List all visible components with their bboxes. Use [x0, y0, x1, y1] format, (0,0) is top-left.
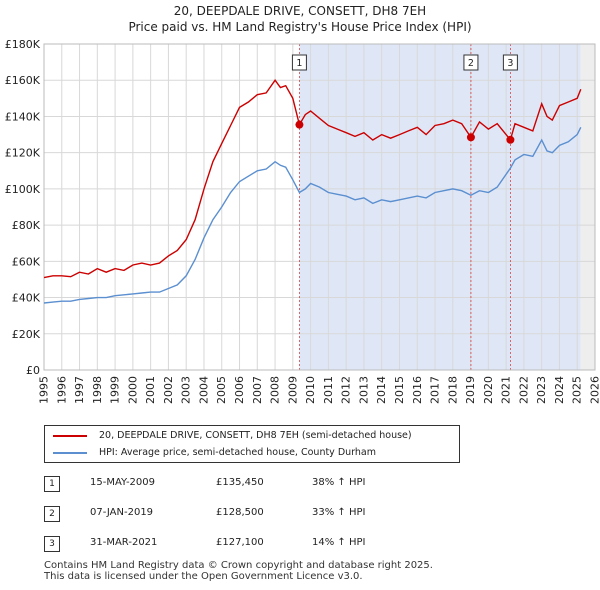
shaded-region	[299, 44, 581, 370]
sale-hpi-diff: 38% ↑ HPI	[312, 477, 366, 488]
x-tick-label: 1997	[73, 376, 86, 404]
x-tick-label: 2023	[535, 376, 548, 404]
sale-hpi-diff: 14% ↑ HPI	[312, 537, 366, 548]
sale-hpi-diff: 33% ↑ HPI	[312, 507, 366, 518]
x-tick-label: 2010	[304, 376, 317, 404]
x-tick-label: 2008	[269, 376, 282, 404]
x-tick-label: 2025	[571, 376, 584, 404]
price-chart: £0 £20K £40K £60K £80K £100K £120K £140K £160K £1…	[5, 38, 600, 404]
x-tick-label: 2014	[375, 376, 388, 404]
y-tick-label: £40K	[12, 292, 41, 305]
x-tick-label: 2012	[340, 376, 353, 404]
x-tick-label: 2005	[215, 376, 228, 404]
sale-point	[295, 120, 304, 129]
y-tick-label: £20K	[12, 328, 41, 341]
x-tick-label: 2003	[180, 376, 193, 404]
sale-label-box	[463, 54, 479, 71]
x-tick-label: 2019	[464, 376, 477, 404]
x-tick-label: 1999	[109, 376, 122, 404]
legend-swatch-hpi	[53, 452, 87, 454]
sale-price: £128,500	[216, 507, 264, 518]
y-tick-label: £100K	[5, 183, 41, 196]
footer-license: This data is licensed under the Open Gov…	[44, 571, 363, 582]
x-tick-label: 2007	[251, 376, 264, 404]
sale-date: 15-MAY-2009	[90, 477, 156, 488]
x-tick-label: 2006	[233, 376, 246, 404]
sale-label: 3	[507, 58, 513, 69]
sale-price: £127,100	[216, 537, 264, 548]
y-tick-label: £60K	[12, 255, 41, 268]
sale-marker-3: 3	[44, 536, 60, 552]
property-price-line	[43, 78, 582, 279]
sale-date: 31-MAR-2021	[90, 537, 158, 548]
y-tick-label: £120K	[5, 147, 41, 160]
sale-date: 07-JAN-2019	[90, 507, 154, 518]
sale-marker-2: 2	[44, 506, 60, 522]
sale-label: 2	[468, 58, 474, 69]
x-tick-label: 2022	[517, 376, 530, 404]
table-row: 3 31-MAR-2021 £127,100 14% ↑ HPI	[44, 534, 464, 554]
y-tick-label: £140K	[5, 110, 41, 123]
x-tick-label: 2000	[126, 376, 139, 404]
x-tick-label: 2020	[482, 376, 495, 404]
x-tick-label: 2013	[357, 376, 370, 404]
legend-swatch-property	[53, 435, 87, 437]
x-tick-label: 1996	[55, 376, 68, 404]
sale-point	[466, 133, 475, 142]
table-row: 1 15-MAY-2009 £135,450 38% ↑ HPI	[44, 474, 464, 494]
legend-label-hpi: HPI: Average price, semi-detached house,…	[99, 447, 376, 458]
x-tick-label: 1995	[38, 376, 51, 404]
x-tick-label: 2009	[286, 376, 299, 404]
x-tick-label: 2004	[197, 376, 210, 404]
y-tick-label: £0	[26, 364, 40, 377]
y-tick-label: £80K	[12, 219, 41, 232]
footer-copyright: Contains HM Land Registry data © Crown c…	[44, 560, 433, 571]
y-tick-label: £160K	[5, 74, 41, 87]
x-tick-label: 2002	[162, 376, 175, 404]
y-tick-label: £180K	[5, 38, 41, 51]
x-tick-label: 2024	[553, 376, 566, 404]
sale-label: 1	[296, 58, 302, 69]
future-region	[580, 44, 595, 370]
footer: Contains HM Land Registry data © Crown c…	[44, 560, 433, 582]
x-tick-label: 2026	[589, 376, 600, 404]
legend: 20, DEEPDALE DRIVE, CONSETT, DH8 7EH (se…	[44, 425, 460, 463]
hpi-line	[43, 126, 582, 304]
sale-point	[506, 135, 515, 144]
x-tick-label: 2001	[144, 376, 157, 404]
chart-title: 20, DEEPDALE DRIVE, CONSETT, DH8 7EH	[173, 4, 427, 18]
table-row: 2 07-JAN-2019 £128,500 33% ↑ HPI	[44, 504, 464, 524]
x-tick-label: 2018	[446, 376, 459, 404]
x-tick-label: 2011	[322, 376, 335, 404]
legend-label-property: 20, DEEPDALE DRIVE, CONSETT, DH8 7EH (se…	[99, 430, 412, 441]
sale-label-box	[502, 54, 518, 71]
x-tick-label: 2021	[500, 376, 513, 404]
x-tick-label: 2016	[411, 376, 424, 404]
x-tick-label: 1998	[91, 376, 104, 404]
plot-frame	[43, 43, 596, 371]
chart-subtitle: Price paid vs. HM Land Registry's House …	[128, 20, 472, 34]
sale-marker-1: 1	[44, 476, 60, 492]
x-tick-label: 2015	[393, 376, 406, 404]
sale-label-box	[291, 54, 307, 71]
x-tick-label: 2017	[429, 376, 442, 404]
sale-price: £135,450	[216, 477, 264, 488]
